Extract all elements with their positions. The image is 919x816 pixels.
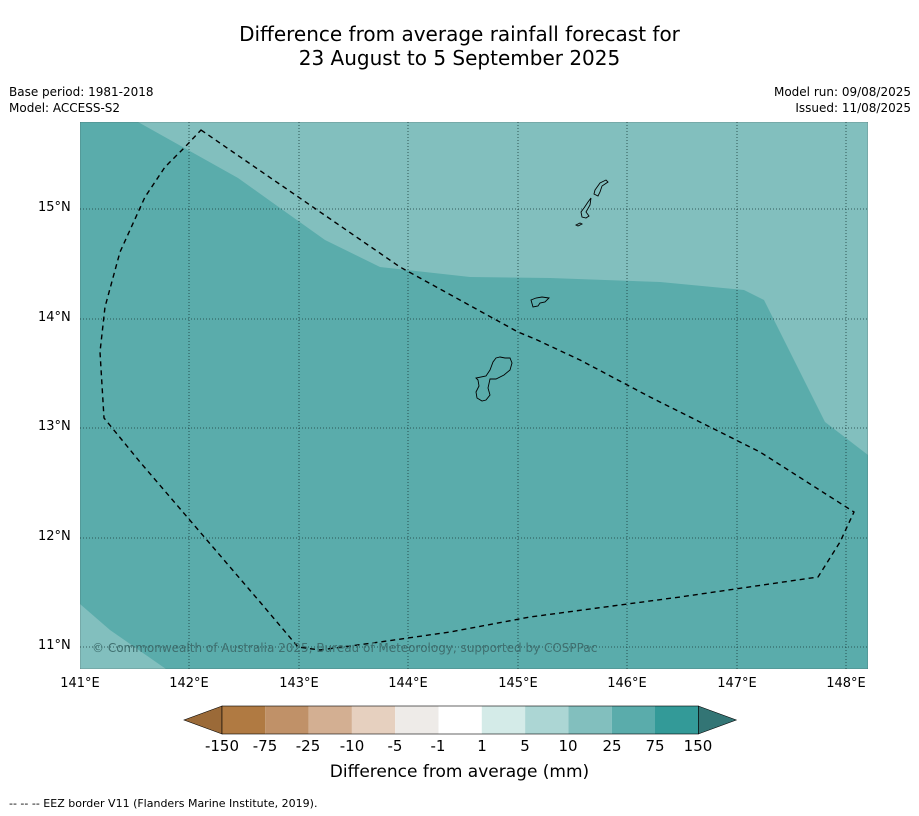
- colorbar-segment: [265, 706, 309, 734]
- lon-label-142: 142°E: [169, 676, 209, 691]
- colorbar-segment: [655, 706, 699, 734]
- graticule: [80, 122, 868, 669]
- lat-label-12: 12°N: [38, 529, 71, 544]
- issued-date: Issued: 11/08/2025: [795, 101, 911, 115]
- colorbar-segment: [481, 706, 526, 734]
- copyright-text: © Commonwealth of Australia 2025, Bureau…: [92, 641, 597, 655]
- colorbar-segment: [611, 706, 655, 734]
- colorbar-segment: [568, 706, 612, 734]
- lon-label-144: 144°E: [388, 676, 428, 691]
- anomaly-region-10-25-southwest: [80, 604, 166, 669]
- colorbar-tick: 5: [520, 737, 530, 755]
- colorbar-arrow-low: [183, 705, 223, 735]
- colorbar-tick: -150: [204, 737, 240, 755]
- colorbar-tick: -75: [252, 737, 278, 755]
- lon-label-141: 141°E: [60, 676, 100, 691]
- lat-label-15: 15°N: [38, 200, 71, 215]
- colorbar-tick: 75: [645, 737, 665, 755]
- meta-left: Base period: 1981-2018 Model: ACCESS-S2: [9, 84, 154, 116]
- eez-border: [99, 129, 855, 651]
- lat-label-14: 14°N: [38, 310, 71, 325]
- rota-island: [530, 296, 550, 308]
- colorbar-segments: [183, 705, 738, 735]
- lat-label-11: 11°N: [38, 638, 71, 653]
- colorbar-frame: [221, 705, 699, 735]
- tinian-island: [580, 197, 592, 219]
- colorbar: [183, 705, 738, 735]
- lon-label-147: 147°E: [717, 676, 757, 691]
- meta-right: Model run: 09/08/2025 Issued: 11/08/2025: [774, 84, 911, 116]
- colorbar-tick: 10: [558, 737, 578, 755]
- colorbar-segment: [525, 706, 569, 734]
- model-run: Model run: 09/08/2025: [773, 85, 911, 99]
- lon-label-146: 146°E: [607, 676, 647, 691]
- colorbar-title: Difference from average (mm): [329, 762, 590, 782]
- colorbar-segment: [308, 706, 352, 734]
- colorbar-tick: -25: [295, 737, 321, 755]
- colorbar-tick: -1: [430, 737, 446, 755]
- base-period: Base period: 1981-2018: [9, 85, 154, 99]
- colorbar-tick: -5: [387, 737, 403, 755]
- guam-island: [475, 356, 513, 402]
- saipan-island: [593, 179, 609, 197]
- rainfall-map: © Commonwealth of Australia 2025, Bureau…: [80, 122, 868, 669]
- eez-legend-footnote: -- -- -- EEZ border V11 (Flanders Marine…: [9, 797, 318, 810]
- lon-label-148: 148°E: [826, 676, 866, 691]
- colorbar-tick: 25: [602, 737, 622, 755]
- lat-label-13: 13°N: [38, 419, 71, 434]
- colorbar-arrow-high: [697, 705, 738, 735]
- aguijan-island: [574, 222, 584, 227]
- colorbar-tick: 1: [477, 737, 487, 755]
- colorbar-tick: 150: [683, 737, 713, 755]
- colorbar-segment: [395, 706, 439, 734]
- anomaly-region-10-25-north: [138, 122, 868, 455]
- lon-label-143: 143°E: [279, 676, 319, 691]
- colorbar-segment: [222, 706, 266, 734]
- colorbar-segment: [438, 706, 482, 734]
- title-line-2: 23 August to 5 September 2025: [298, 46, 621, 70]
- map-title: Difference from average rainfall forecas…: [0, 22, 919, 70]
- title-line-1: Difference from average rainfall forecas…: [239, 22, 680, 46]
- lon-label-145: 145°E: [498, 676, 538, 691]
- model-name: Model: ACCESS-S2: [9, 101, 121, 115]
- colorbar-segment: [351, 706, 396, 734]
- colorbar-tick: -10: [339, 737, 365, 755]
